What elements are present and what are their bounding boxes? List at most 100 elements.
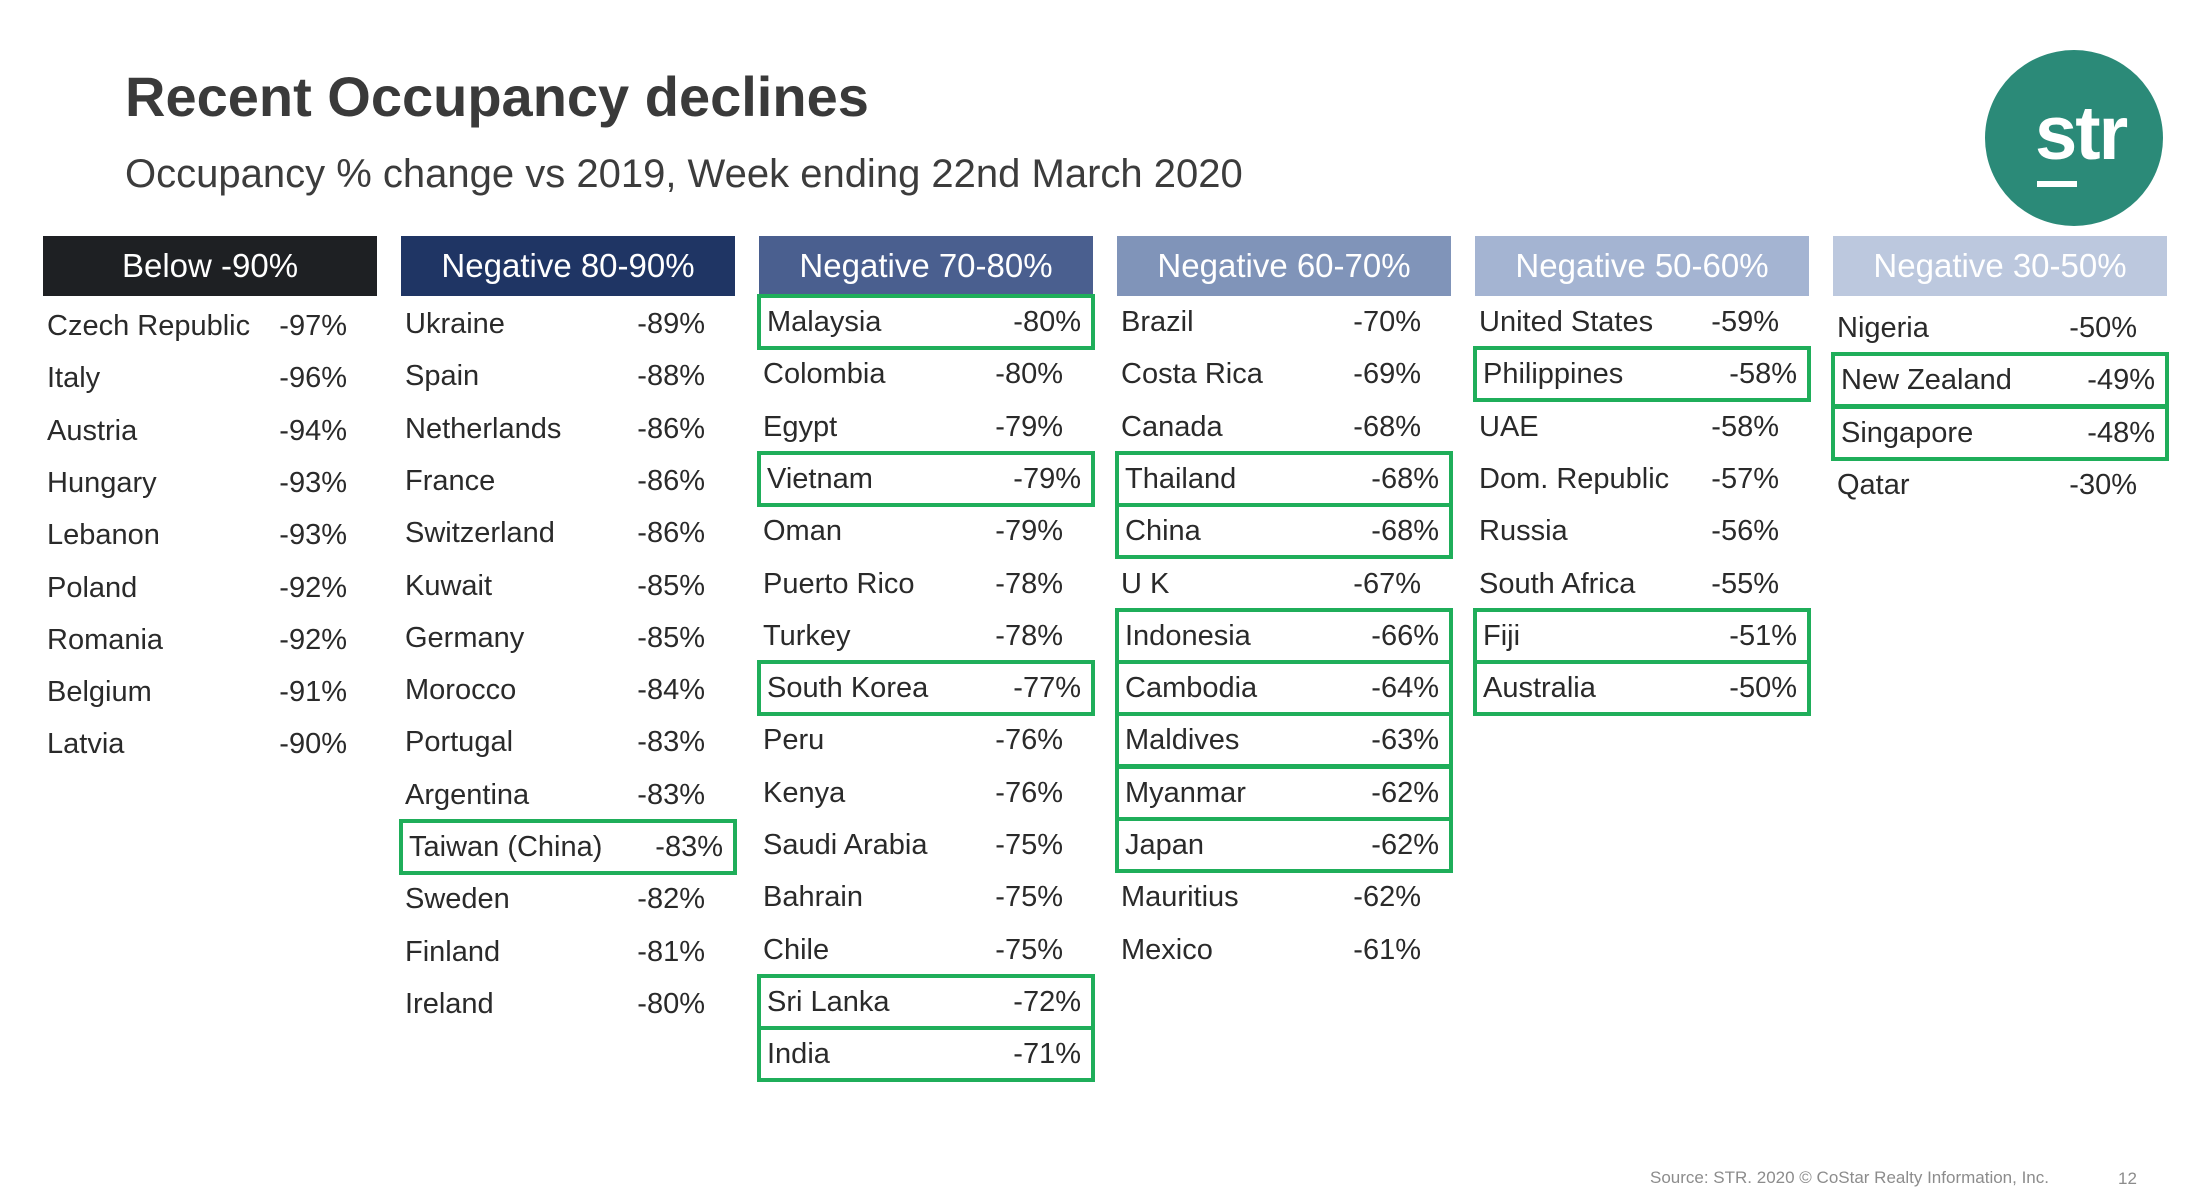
occupancy-change-value: -58% bbox=[1711, 410, 1779, 443]
country-name: Ireland bbox=[405, 987, 494, 1020]
country-name: Spain bbox=[405, 360, 480, 393]
country-name: Taiwan (China) bbox=[409, 831, 603, 863]
country-row: Oman -79% bbox=[759, 505, 1093, 557]
occupancy-change-value: -94% bbox=[279, 414, 347, 447]
country-name: Sweden bbox=[405, 883, 510, 916]
country-row: Canada -68% bbox=[1117, 401, 1451, 453]
country-name: Saudi Arabia bbox=[763, 829, 928, 861]
occupancy-change-value: -56% bbox=[1711, 515, 1779, 548]
country-row: Latvia -90% bbox=[43, 718, 377, 770]
country-name: Argentina bbox=[405, 778, 530, 811]
column-header: Negative 50-60% bbox=[1475, 236, 1809, 296]
country-name: Qatar bbox=[1837, 468, 1910, 501]
country-name: U K bbox=[1121, 567, 1170, 600]
country-row: Colombia -80% bbox=[759, 348, 1093, 400]
country-row: Lebanon -93% bbox=[43, 509, 377, 561]
highlighted-country-row: India -71% bbox=[757, 1026, 1095, 1083]
column-5: Negative 50-60% United States -59% Philippi… bbox=[1473, 236, 1811, 724]
occupancy-change-value: -92% bbox=[279, 623, 347, 656]
occupancy-change-value: -84% bbox=[637, 674, 705, 707]
highlighted-country-row: Myanmar -62% bbox=[1115, 764, 1453, 821]
occupancy-change-value: -85% bbox=[637, 621, 705, 654]
occupancy-change-value: -64% bbox=[1371, 672, 1439, 705]
occupancy-change-value: -57% bbox=[1711, 462, 1779, 495]
country-row: Poland -92% bbox=[43, 562, 377, 614]
country-name: Malaysia bbox=[767, 306, 882, 338]
occupancy-change-value: -71% bbox=[1013, 1038, 1081, 1071]
highlighted-country-row: Sri Lanka -72% bbox=[757, 973, 1095, 1030]
country-name: Singapore bbox=[1841, 416, 1974, 449]
column-header: Negative 60-70% bbox=[1117, 236, 1451, 296]
occupancy-change-value: -50% bbox=[1729, 672, 1797, 705]
occupancy-change-value: -48% bbox=[2087, 416, 2155, 449]
highlighted-country-row: Cambodia -64% bbox=[1115, 660, 1453, 717]
country-name: Thailand bbox=[1125, 462, 1237, 495]
occupancy-change-value: -78% bbox=[995, 619, 1063, 652]
country-name: Netherlands bbox=[405, 412, 562, 445]
country-name: Poland bbox=[47, 571, 138, 604]
highlighted-country-row: Australia -50% bbox=[1473, 660, 1811, 717]
country-name: India bbox=[767, 1038, 830, 1071]
column-header: Negative 70-80% bbox=[759, 236, 1093, 296]
country-row: Portugal -83% bbox=[401, 716, 735, 768]
occupancy-change-value: -89% bbox=[637, 308, 705, 340]
highlighted-country-row: Japan -62% bbox=[1115, 817, 1453, 873]
country-name: Sri Lanka bbox=[767, 985, 890, 1018]
occupancy-change-value: -86% bbox=[637, 412, 705, 445]
country-row: Egypt -79% bbox=[759, 401, 1093, 453]
country-name: Lebanon bbox=[47, 519, 160, 552]
highlighted-country-row: Maldives -63% bbox=[1115, 712, 1453, 769]
occupancy-change-value: -82% bbox=[637, 883, 705, 916]
highlighted-country-row: Philippines -58% bbox=[1473, 346, 1811, 403]
country-row: Peru -76% bbox=[759, 714, 1093, 766]
occupancy-change-value: -79% bbox=[995, 515, 1063, 548]
highlighted-country-row: Malaysia -80% bbox=[757, 294, 1095, 350]
country-row: UAE -58% bbox=[1475, 401, 1809, 453]
country-row: Czech Republic -97% bbox=[43, 300, 377, 352]
logo-text: str bbox=[2035, 91, 2128, 176]
occupancy-change-value: -49% bbox=[2087, 364, 2155, 397]
occupancy-change-value: -96% bbox=[279, 362, 347, 395]
country-name: Costa Rica bbox=[1121, 358, 1263, 391]
country-name: France bbox=[405, 464, 496, 497]
occupancy-change-value: -93% bbox=[279, 466, 347, 499]
country-row: Costa Rica -69% bbox=[1117, 348, 1451, 400]
occupancy-change-value: -75% bbox=[995, 829, 1063, 861]
highlighted-country-row: Vietnam -79% bbox=[757, 450, 1095, 507]
highlighted-country-row: Fiji -51% bbox=[1473, 607, 1811, 664]
occupancy-change-value: -86% bbox=[637, 464, 705, 497]
country-row: Qatar -30% bbox=[1833, 459, 2167, 511]
country-name: Morocco bbox=[405, 674, 517, 707]
column-header: Negative 80-90% bbox=[401, 236, 735, 296]
country-row: Sweden -82% bbox=[401, 873, 735, 925]
column-rows: Brazil -70% Costa Rica -69% Canada -68% Thaila… bbox=[1115, 296, 1453, 986]
column-rows: Nigeria -50% New Zealand -49% Singapore -48% Q… bbox=[1831, 296, 2169, 515]
country-row: Chile -75% bbox=[759, 924, 1093, 976]
country-row: U K -67% bbox=[1117, 558, 1451, 610]
country-name: Oman bbox=[763, 515, 842, 548]
country-row: Brazil -70% bbox=[1117, 296, 1451, 348]
highlighted-country-row: Taiwan (China) -83% bbox=[399, 819, 737, 875]
country-name: Dom. Republic bbox=[1479, 462, 1670, 495]
country-name: Kenya bbox=[763, 776, 846, 809]
occupancy-change-value: -72% bbox=[1013, 985, 1081, 1018]
occupancy-change-value: -78% bbox=[995, 567, 1063, 600]
country-name: Bahrain bbox=[763, 881, 863, 914]
country-row: Argentina -83% bbox=[401, 769, 735, 821]
country-name: Japan bbox=[1125, 829, 1205, 861]
column-rows: United States -59% Philippines -58% UAE -58% D… bbox=[1473, 296, 1811, 724]
country-name: South Korea bbox=[767, 672, 929, 705]
occupancy-change-value: -90% bbox=[279, 728, 347, 761]
country-name: Ukraine bbox=[405, 308, 505, 340]
country-row: Mauritius -62% bbox=[1117, 871, 1451, 923]
column-rows: Ukraine -89% Spain -88% Netherlands -86% Franc… bbox=[399, 296, 737, 1038]
country-row: Bahrain -75% bbox=[759, 871, 1093, 923]
column-header: Negative 30-50% bbox=[1833, 236, 2167, 296]
country-row: Russia -56% bbox=[1475, 505, 1809, 557]
country-name: Puerto Rico bbox=[763, 567, 915, 600]
occupancy-change-value: -55% bbox=[1711, 567, 1779, 600]
country-row: Ireland -80% bbox=[401, 978, 735, 1030]
country-name: Colombia bbox=[763, 358, 886, 391]
country-row: Austria -94% bbox=[43, 405, 377, 457]
column-1: Below -90% Czech Republic -97% Italy -96% Aus… bbox=[43, 236, 377, 777]
